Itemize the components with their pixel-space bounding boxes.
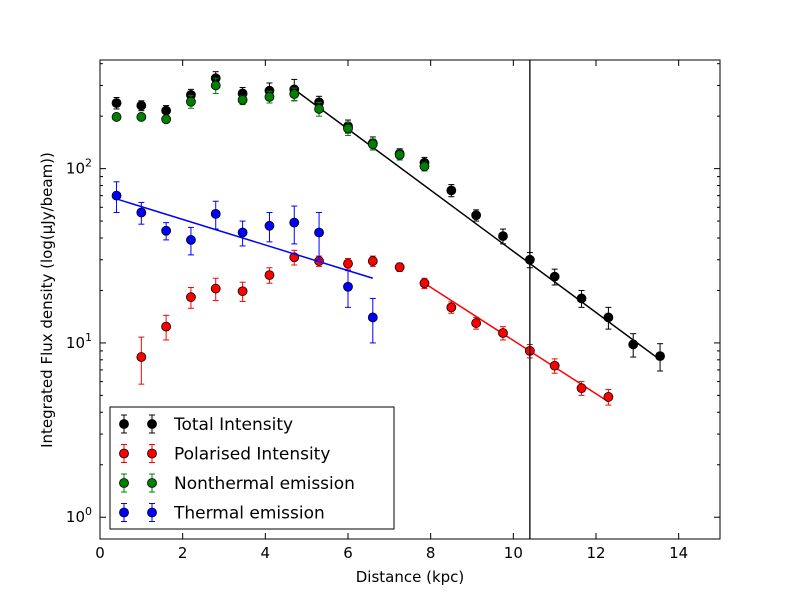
legend-marker-nonthermal-emission bbox=[119, 478, 129, 488]
nonthermal-emission-point bbox=[264, 91, 275, 102]
thermal-emission-point bbox=[186, 235, 196, 245]
y-axis-label: Integrated Flux density (log(μJy/beam)) bbox=[38, 152, 56, 448]
plot-frame bbox=[99, 59, 721, 540]
thermal-emission-point bbox=[367, 312, 378, 323]
x-tick-label: 6 bbox=[343, 544, 353, 562]
total-intensity-point bbox=[136, 100, 147, 111]
legend-marker-polarised-intensity bbox=[119, 448, 129, 459]
polarised-intensity-point bbox=[603, 392, 614, 402]
thermal-emission-point bbox=[136, 207, 147, 218]
y-tick-label: 100 bbox=[66, 505, 92, 526]
legend-label-total-intensity: Total Intensity bbox=[173, 415, 293, 435]
nonthermal-emission-point bbox=[161, 114, 172, 125]
data-marks bbox=[111, 71, 665, 406]
total-intensity-point bbox=[111, 98, 122, 108]
x-tick-label: 0 bbox=[95, 544, 105, 562]
legend-marker-total-intensity bbox=[147, 419, 157, 429]
polarised-intensity-fit-line bbox=[424, 282, 609, 403]
polarised-intensity-point bbox=[210, 283, 221, 294]
total-intensity-point bbox=[498, 231, 508, 242]
polarised-intensity-point bbox=[136, 352, 147, 362]
total-intensity-point bbox=[446, 185, 457, 196]
nonthermal-emission-point bbox=[210, 80, 221, 91]
nonthermal-emission-point bbox=[343, 123, 353, 134]
legend-marker-polarised-intensity bbox=[147, 448, 157, 459]
polarised-intensity-point bbox=[367, 256, 378, 266]
x-tick-label: 4 bbox=[261, 544, 271, 562]
nonthermal-emission-point bbox=[186, 96, 196, 107]
polarised-intensity-point bbox=[237, 286, 248, 297]
nonthermal-emission-point bbox=[136, 112, 147, 122]
total-intensity-point bbox=[576, 293, 587, 304]
nonthermal-emission-point bbox=[314, 104, 324, 114]
total-intensity-point bbox=[471, 210, 482, 221]
polarised-intensity-point bbox=[471, 318, 482, 328]
axes: 0 2 4 6 8 10 12 14 100 101 102 bbox=[66, 60, 720, 562]
plot-area bbox=[99, 59, 721, 540]
y-tick-label: 101 bbox=[66, 331, 92, 352]
legend-box bbox=[109, 406, 395, 530]
thermal-emission-point bbox=[343, 281, 353, 292]
thermal-emission-point bbox=[210, 208, 221, 219]
thermal-emission-point bbox=[161, 225, 172, 236]
nonthermal-emission-point bbox=[367, 139, 378, 150]
thermal-emission-point bbox=[237, 227, 248, 238]
total-intensity-point bbox=[655, 351, 665, 362]
x-tick-label: 12 bbox=[586, 544, 605, 562]
y-tick-label: 102 bbox=[66, 157, 92, 178]
nonthermal-emission-point bbox=[237, 94, 248, 105]
polarised-intensity-point bbox=[186, 292, 196, 303]
polarised-intensity-point bbox=[343, 258, 353, 269]
polarised-intensity-point bbox=[419, 278, 430, 289]
x-axis-label: Distance (kpc) bbox=[356, 568, 465, 586]
total-intensity-fit-line bbox=[293, 88, 661, 361]
x-tick-label: 14 bbox=[669, 544, 688, 562]
total-intensity-point bbox=[603, 312, 614, 323]
thermal-emission-point bbox=[289, 217, 300, 228]
nonthermal-emission-point bbox=[289, 89, 300, 99]
total-intensity-point bbox=[549, 271, 560, 282]
legend-marker-thermal-emission bbox=[147, 507, 157, 518]
total-intensity-point bbox=[161, 105, 172, 116]
nonthermal-emission-point bbox=[111, 112, 122, 122]
polarised-intensity-point bbox=[549, 360, 560, 371]
x-tick-label: 10 bbox=[504, 544, 523, 562]
polarised-intensity-point bbox=[498, 328, 508, 338]
polarised-intensity-point bbox=[576, 383, 587, 394]
legend: Total Intensity Polarised Intensity Nonthe… bbox=[109, 406, 395, 530]
legend-label-nonthermal-emission: Nonthermal emission bbox=[174, 474, 355, 494]
thermal-emission-point bbox=[111, 190, 122, 201]
nonthermal-emission-point bbox=[419, 161, 430, 172]
legend-marker-thermal-emission bbox=[119, 507, 129, 518]
nonthermal-emission-point bbox=[394, 149, 405, 160]
thermal-emission-point bbox=[264, 220, 275, 231]
polarised-intensity-point bbox=[264, 270, 275, 280]
thermal-emission-point bbox=[314, 227, 324, 238]
polarised-intensity-point bbox=[161, 321, 172, 332]
legend-marker-nonthermal-emission bbox=[147, 478, 157, 488]
polarised-intensity-point bbox=[446, 302, 457, 313]
total-intensity-point bbox=[628, 339, 639, 350]
legend-marker-total-intensity bbox=[119, 419, 129, 429]
thermal-emission-fit-line bbox=[116, 198, 374, 279]
legend-label-polarised-intensity: Polarised Intensity bbox=[174, 445, 330, 465]
polarised-intensity-point bbox=[394, 262, 405, 273]
legend-label-thermal-emission: Thermal emission bbox=[173, 504, 325, 524]
x-tick-label: 2 bbox=[178, 544, 188, 562]
x-tick-label: 8 bbox=[426, 544, 436, 562]
